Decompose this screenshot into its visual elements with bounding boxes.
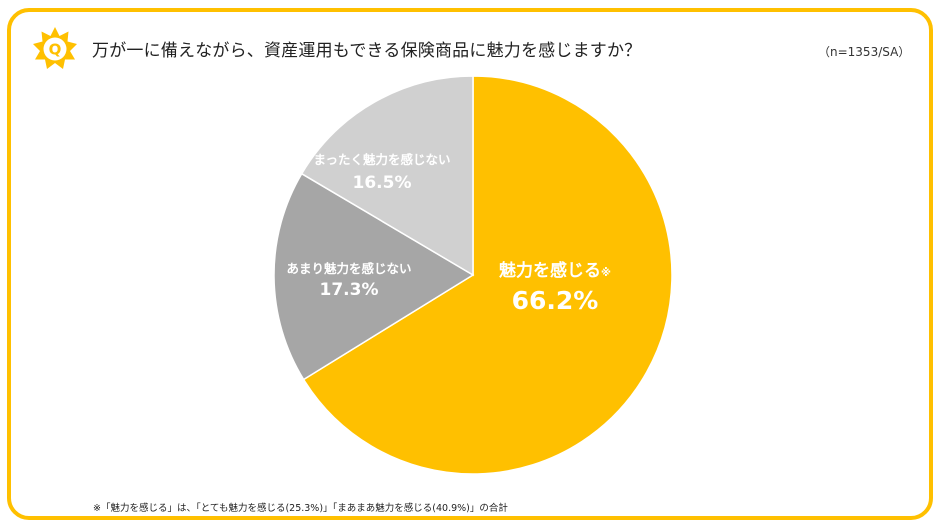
q-letter: Q (49, 41, 62, 59)
slice-percent-label: 17.3% (320, 280, 379, 300)
slice-category-label: あまり魅力を感じない (286, 261, 411, 276)
slice-category-label: まったく魅力を感じない (313, 152, 450, 167)
label-somewhat-not-attractive: あまり魅力を感じない 17.3% (286, 261, 411, 300)
card-frame (7, 8, 933, 520)
footnote: ※「魅力を感じる」は、「とても魅力を感じる(25.3%)」「まあまあ魅力を感じる… (93, 503, 508, 514)
label-attractive: 魅力を感じる※ 66.2% (499, 260, 611, 315)
pie-slice-attractive (302, 75, 673, 475)
label-not-attractive-at-all: まったく魅力を感じない 16.5% (313, 152, 450, 193)
pie-slice-not-attractive-at-all (300, 75, 474, 277)
footnote-mark: ※ (601, 267, 611, 279)
slice-percent-label: 66.2% (512, 286, 599, 315)
pie-slice-somewhat-not-attractive (273, 172, 475, 381)
slice-category-label: 魅力を感じる※ (499, 260, 611, 281)
sample-size-note: （n=1353/SA） (818, 45, 911, 59)
question-title: 万が一に備えながら、資産運用もできる保険商品に魅力を感じますか？ (92, 41, 642, 61)
slice-percent-label: 16.5% (353, 173, 412, 193)
question-badge-icon: Q (33, 27, 77, 69)
